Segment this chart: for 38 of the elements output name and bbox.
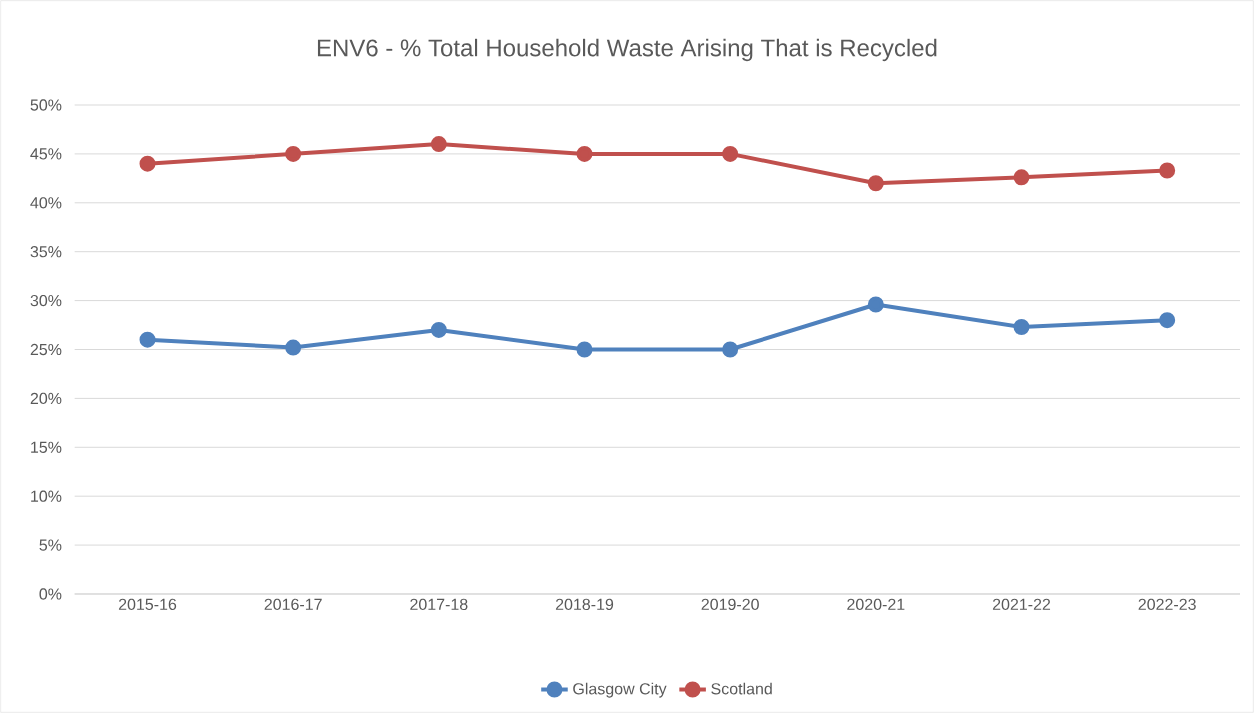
point xyxy=(1159,162,1176,179)
x-tick-label: 2020-21 xyxy=(847,598,905,611)
y-tick-label: 10% xyxy=(31,490,62,502)
point xyxy=(285,145,302,162)
y-tick-label: 50% xyxy=(30,99,62,111)
point xyxy=(430,136,447,153)
y-tick-label: 0% xyxy=(39,588,62,600)
point xyxy=(285,339,302,356)
point xyxy=(1013,169,1030,186)
y-tick-label: 30% xyxy=(30,294,62,307)
point xyxy=(722,145,739,162)
point xyxy=(139,331,156,348)
y-tick-label: 20% xyxy=(30,392,62,405)
y-tick-label: 35% xyxy=(30,246,62,258)
y-tick-label: 45% xyxy=(30,148,62,160)
point xyxy=(1013,319,1030,335)
x-tick-label: 2017-18 xyxy=(410,598,468,611)
point xyxy=(867,175,884,192)
point xyxy=(430,321,447,338)
y-tick-label: 40% xyxy=(30,197,62,209)
x-tick-label: 2021-22 xyxy=(992,598,1051,611)
point xyxy=(139,155,156,172)
x-tick-label: 2022-23 xyxy=(1138,598,1196,611)
point xyxy=(576,341,593,358)
point xyxy=(1159,312,1176,329)
point xyxy=(722,341,739,358)
x-tick-label: 2018-19 xyxy=(555,598,614,611)
point xyxy=(576,145,593,162)
y-tick-label: 15% xyxy=(31,441,62,453)
legend-label: Glasgow City xyxy=(573,682,667,698)
x-tick-label: 2015-16 xyxy=(118,598,177,611)
x-tick-label: 2019-20 xyxy=(701,598,759,611)
point xyxy=(867,296,884,313)
legend-label: Scotland xyxy=(711,682,772,695)
y-tick-label: 25% xyxy=(30,343,62,356)
x-tick-label: 2016-17 xyxy=(264,598,322,611)
y-tick-label: 5% xyxy=(39,539,62,551)
chart-title: ENV6 - % Total Household Waste Arising That is Recycled xyxy=(317,38,937,62)
